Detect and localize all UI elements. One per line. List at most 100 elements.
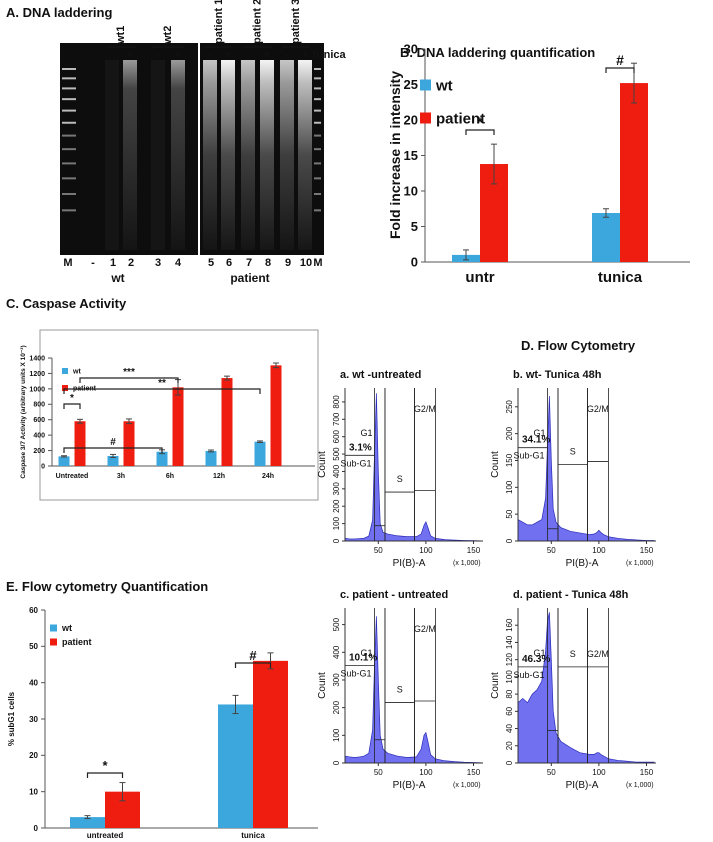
significance-mark: #	[249, 648, 257, 663]
chart-title: E. Flow cytometry Quantification	[6, 579, 208, 594]
x-axis-label: PI(B)-A	[393, 780, 426, 791]
gate-label: G2/M	[587, 404, 609, 414]
gate-label: G1	[360, 428, 372, 438]
gel-lane	[260, 60, 274, 250]
x-tick-label: 50	[374, 546, 383, 555]
x-tick-label: Untreated	[56, 473, 89, 480]
y-axis-label: Fold increase in intensity	[387, 71, 403, 239]
y-tick-label: 160	[505, 618, 514, 632]
y-tick-label: 300	[332, 482, 341, 496]
significance-mark: **	[158, 378, 166, 389]
bar	[58, 456, 70, 466]
histogram	[344, 616, 482, 764]
x-axis-unit: (x 1,000)	[626, 782, 654, 789]
y-tick-label: 400	[332, 464, 341, 478]
y-tick-label: 700	[332, 412, 341, 426]
bar	[205, 450, 217, 466]
bar	[156, 451, 168, 466]
panel-d-title: D. Flow Cytometry	[521, 338, 636, 353]
gate-label: S	[397, 685, 403, 695]
x-tick-label: 150	[467, 546, 481, 555]
ladder-band	[62, 87, 76, 90]
ladder-band	[62, 98, 76, 101]
sub-g1-percent: 34.1%	[522, 435, 550, 446]
lane-label: 4	[175, 257, 182, 269]
lane-label: 2	[128, 257, 134, 269]
ladder-band	[62, 109, 76, 112]
x-tick-label: 50	[547, 546, 556, 555]
bar	[172, 387, 184, 466]
x-axis-unit: (x 1,000)	[453, 560, 481, 567]
gate-label: G2/M	[587, 649, 609, 659]
y-tick-label: 20	[29, 751, 38, 760]
y-tick-label: 40	[505, 724, 514, 733]
treatment-label: Tunica	[311, 49, 347, 61]
y-tick-label: 1200	[29, 371, 45, 378]
y-tick-label: 200	[332, 499, 341, 513]
group-label: patient 3	[290, 0, 302, 44]
gate-label: G1	[533, 648, 545, 658]
y-tick-label: 0	[332, 538, 341, 543]
ladder-band	[314, 98, 321, 101]
ladder-band	[314, 148, 321, 151]
y-tick-label: 600	[332, 429, 341, 443]
treatment-sign: -	[208, 49, 212, 61]
y-tick-label: 0	[34, 824, 39, 833]
y-tick-label: 5	[411, 219, 418, 234]
x-tick-label: 100	[592, 546, 606, 555]
histogram	[517, 396, 655, 542]
treatment-sign: +	[225, 49, 231, 61]
lane-label: 10	[300, 257, 312, 269]
significance-mark: *	[102, 758, 108, 773]
y-tick-label: 100	[505, 670, 514, 684]
lane-label: 7	[246, 257, 252, 269]
y-axis-label: Count	[490, 451, 501, 478]
ladder-band	[314, 193, 321, 195]
x-tick-label: 24h	[262, 473, 274, 480]
y-tick-label: 10	[29, 787, 38, 796]
ladder-band	[314, 121, 321, 124]
y-tick-label: 60	[505, 706, 514, 715]
sub-g1-percent: 10.1%	[349, 652, 377, 663]
ladder-band	[314, 77, 321, 80]
y-tick-label: 50	[29, 642, 38, 651]
x-axis-label: PI(B)-A	[566, 780, 599, 791]
group-label: wt2	[162, 26, 174, 45]
plot-title: d. patient - Tunica 48h	[513, 589, 629, 601]
ladder-band	[62, 68, 76, 70]
x-tick-label: tunica	[598, 269, 643, 286]
ladder-band	[62, 134, 76, 137]
y-axis-label: Count	[317, 451, 328, 478]
gel-lane	[221, 60, 235, 250]
treatment-sign: -	[110, 49, 114, 61]
legend-swatch	[420, 79, 431, 91]
treatment-sign: +	[175, 49, 181, 61]
significance-mark: *	[477, 114, 483, 130]
y-tick-label: 25	[404, 77, 418, 92]
legend-label: wt	[72, 368, 81, 375]
bar	[74, 421, 86, 466]
gate-label: S	[570, 649, 576, 659]
legend-label: patient	[62, 637, 92, 647]
gate-label: G2/M	[414, 404, 436, 414]
legend-swatch	[62, 385, 68, 391]
ladder-band	[314, 87, 321, 90]
gate-label: G1	[533, 428, 545, 438]
significance-bracket	[63, 388, 261, 394]
ladder-band	[314, 68, 321, 70]
y-tick-label: 80	[505, 689, 514, 698]
significance-bracket	[605, 67, 635, 73]
lane-label: -	[91, 257, 95, 269]
plot-title: a. wt -untreated	[340, 369, 421, 381]
bar	[253, 660, 288, 828]
gate-label: S	[397, 474, 403, 484]
panel-a-title: A. DNA laddering	[6, 5, 112, 20]
y-tick-label: 200	[332, 700, 341, 714]
treatment-sign: +	[302, 49, 308, 61]
gate-label: Sub-G1	[340, 668, 371, 678]
significance-bracket	[86, 772, 124, 778]
y-tick-label: 400	[332, 645, 341, 659]
x-tick-label: 100	[592, 768, 606, 777]
ladder-band	[62, 162, 76, 165]
ladder-band	[62, 209, 76, 212]
